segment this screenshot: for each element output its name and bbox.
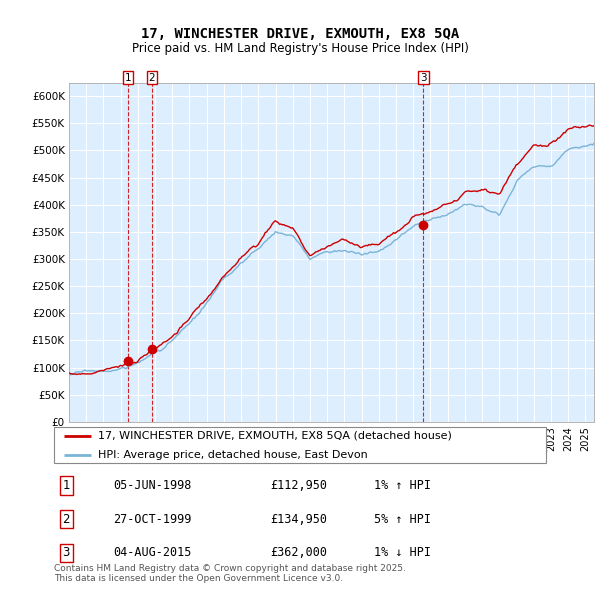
Text: 17, WINCHESTER DRIVE, EXMOUTH, EX8 5QA (detached house): 17, WINCHESTER DRIVE, EXMOUTH, EX8 5QA (…: [98, 431, 452, 441]
Text: 1% ↓ HPI: 1% ↓ HPI: [374, 546, 431, 559]
Text: 2: 2: [149, 73, 155, 83]
Text: 27-OCT-1999: 27-OCT-1999: [113, 513, 191, 526]
Text: 05-JUN-1998: 05-JUN-1998: [113, 479, 191, 492]
Text: Contains HM Land Registry data © Crown copyright and database right 2025.
This d: Contains HM Land Registry data © Crown c…: [54, 563, 406, 583]
Text: 1: 1: [62, 479, 70, 492]
FancyBboxPatch shape: [54, 427, 546, 463]
Text: £134,950: £134,950: [271, 513, 328, 526]
Text: 3: 3: [62, 546, 70, 559]
Text: £112,950: £112,950: [271, 479, 328, 492]
Text: 1: 1: [125, 73, 131, 83]
Text: 17, WINCHESTER DRIVE, EXMOUTH, EX8 5QA: 17, WINCHESTER DRIVE, EXMOUTH, EX8 5QA: [141, 27, 459, 41]
Text: 04-AUG-2015: 04-AUG-2015: [113, 546, 191, 559]
Text: £362,000: £362,000: [271, 546, 328, 559]
Text: 5% ↑ HPI: 5% ↑ HPI: [374, 513, 431, 526]
Text: HPI: Average price, detached house, East Devon: HPI: Average price, detached house, East…: [98, 450, 368, 460]
Text: Price paid vs. HM Land Registry's House Price Index (HPI): Price paid vs. HM Land Registry's House …: [131, 42, 469, 55]
Text: 1% ↑ HPI: 1% ↑ HPI: [374, 479, 431, 492]
Text: 3: 3: [420, 73, 427, 83]
Text: 2: 2: [62, 513, 70, 526]
